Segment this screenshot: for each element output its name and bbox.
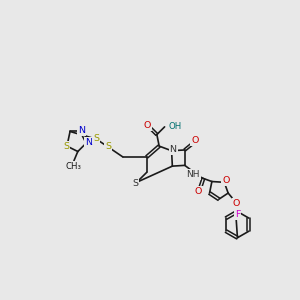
Text: N: N	[85, 138, 92, 147]
Text: S: S	[63, 142, 69, 152]
Text: CH₃: CH₃	[66, 162, 82, 171]
Text: O: O	[233, 199, 240, 208]
Text: O: O	[222, 176, 230, 185]
Text: O: O	[191, 136, 199, 145]
Text: S: S	[105, 142, 111, 151]
Text: O: O	[144, 121, 151, 130]
Text: F: F	[235, 210, 240, 219]
Text: O: O	[194, 187, 202, 196]
Text: NH: NH	[187, 170, 200, 179]
Text: OH: OH	[169, 122, 182, 130]
Text: N: N	[78, 126, 85, 135]
Text: N: N	[169, 145, 177, 154]
Text: S: S	[132, 179, 138, 188]
Text: S: S	[93, 134, 99, 143]
